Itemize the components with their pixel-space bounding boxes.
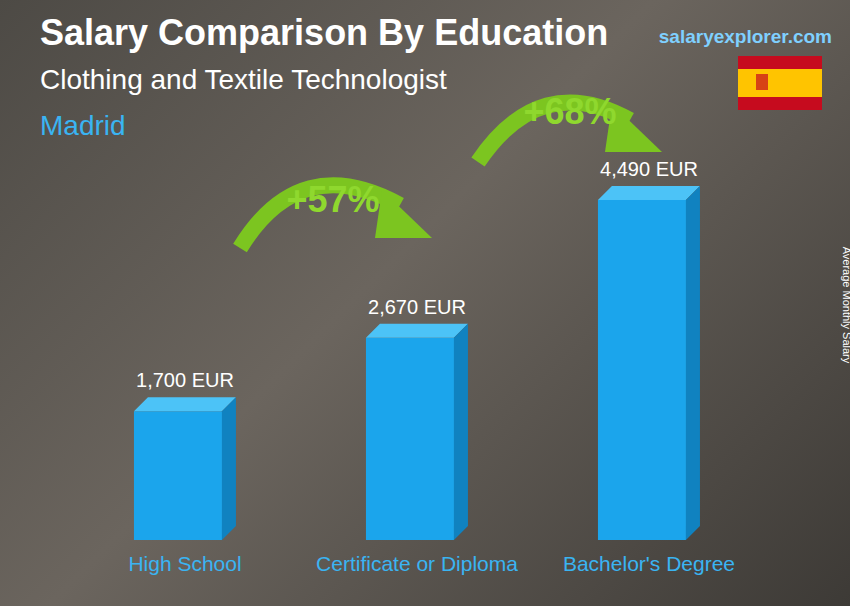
svg-text:1,700 EUR: 1,700 EUR: [136, 369, 234, 391]
svg-text:High School: High School: [128, 552, 241, 575]
svg-text:+57%: +57%: [286, 179, 379, 220]
svg-text:Bachelor's Degree: Bachelor's Degree: [563, 552, 735, 575]
svg-text:Average Monthly Salary: Average Monthly Salary: [841, 247, 842, 364]
html-text:salaryexplorer.com: salaryexplorer.com: [658, 26, 832, 47]
svg-text:4,490 EUR: 4,490 EUR: [600, 158, 698, 180]
svg-text:+68%: +68%: [523, 91, 616, 132]
svg-text:2,670 EUR: 2,670 EUR: [368, 296, 466, 318]
html-text:Salary Comparison By Education: Salary Comparison By Education: [40, 12, 609, 53]
html-text:Madrid: Madrid: [40, 110, 126, 141]
html-text:Clothing and Textile Technolog: Clothing and Textile Technologist: [40, 64, 447, 95]
svg-text:Certificate or Diploma: Certificate or Diploma: [316, 552, 518, 575]
